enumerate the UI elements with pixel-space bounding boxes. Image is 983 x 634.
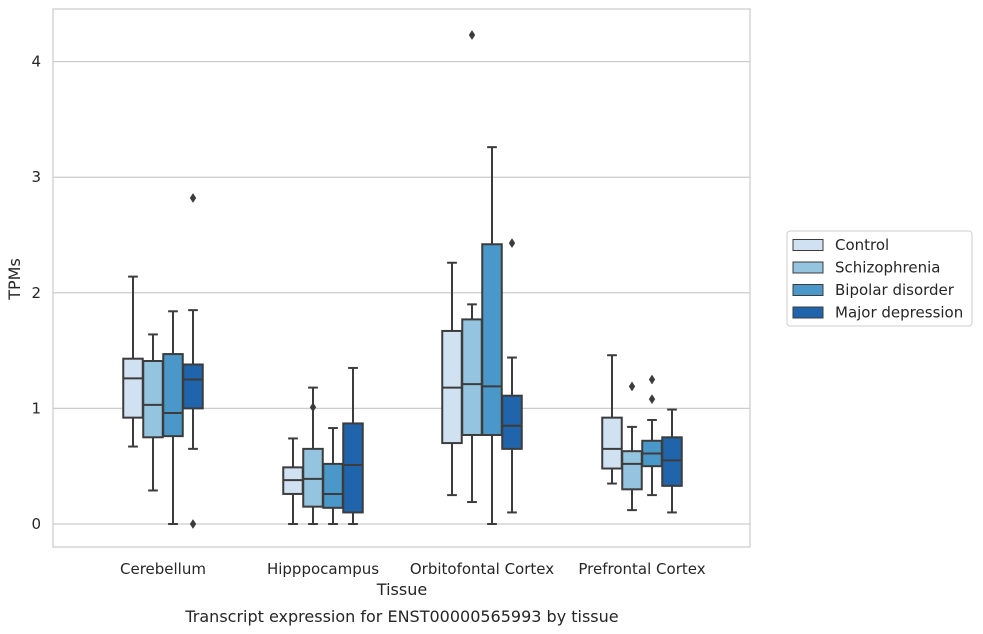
boxes-layer [122,30,683,529]
legend-label: Schizophrenia [835,259,940,277]
x-tick-label: Prefrontal Cortex [578,560,705,578]
box-iqr [661,436,683,487]
box-control [441,261,463,497]
chart-caption: Transcript expression for ENST0000056599… [184,607,618,626]
box-bipolar-disorder [162,310,184,525]
box-major-depression [182,193,204,529]
legend-label: Control [835,236,889,254]
box-major-depression [661,408,683,514]
outlier-point [508,238,516,249]
outlier-point [189,193,197,203]
outlier-point [648,394,656,405]
legend-frame [786,230,973,327]
box-schizophrenia [621,381,643,512]
box-control [122,275,144,448]
y-tick-label: 3 [31,168,41,186]
legend-swatch [792,239,824,251]
legend-swatch [792,306,824,319]
box-iqr [481,243,503,436]
legend: Control Schizophrenia Bipolar disorder Majo… [786,230,973,327]
legend-swatch [792,284,824,296]
outlier-point [309,402,317,413]
box-iqr [182,363,204,410]
outlier-point [189,519,197,529]
x-axis: Cerebellum Hipppocampus Orbitofontal Corte… [120,560,706,578]
outlier-point [468,30,476,40]
box-iqr [621,450,643,491]
y-tick-label: 0 [31,515,41,533]
box-control [282,437,304,525]
x-axis-label: Tissue [376,580,427,599]
x-tick-label: Orbitofontal Cortex [410,560,554,578]
box-control [601,354,623,485]
outlier-point [628,381,636,392]
x-tick-label: Hipppocampus [267,560,379,578]
box-iqr [162,353,184,438]
y-tick-label: 1 [31,399,41,417]
box-iqr [461,318,483,436]
legend-label: Bipolar disorder [835,281,955,299]
legend-label: Major depression [835,304,963,322]
box-schizophrenia [142,333,164,492]
box-iqr [342,422,364,514]
box-iqr [122,357,144,419]
box-bipolar-disorder [322,427,344,525]
y-tick-label: 4 [31,53,41,71]
box-iqr [601,416,623,470]
plot-frame [52,8,751,548]
x-tick-label: Cerebellum [120,560,206,578]
box-iqr [302,447,324,508]
box-bipolar-disorder [641,374,663,497]
box-major-depression [501,238,523,514]
y-tick-label: 2 [31,284,41,302]
box-bipolar-disorder [481,146,503,525]
legend-swatch [792,261,824,274]
y-axis: 0 1 2 3 4 [31,53,41,533]
y-axis-label: TPMs [5,258,24,301]
box-schizophrenia [461,30,483,504]
box-iqr [501,394,523,450]
box-major-depression [342,366,364,525]
box-iqr [322,462,344,509]
outlier-point [648,374,656,385]
box-iqr [142,360,164,439]
